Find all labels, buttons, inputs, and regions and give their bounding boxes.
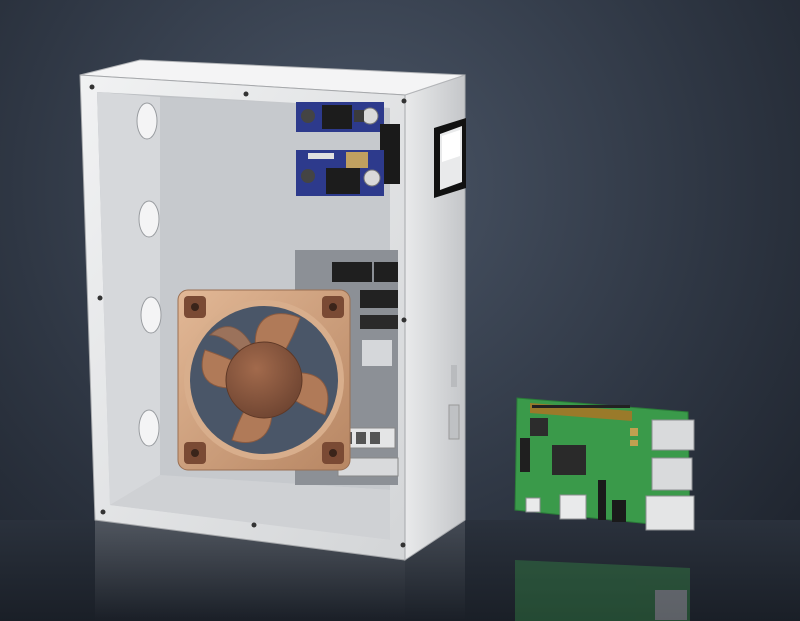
raspberry-pi-reflection	[515, 560, 690, 621]
raspberry-pi-board	[514, 397, 695, 531]
cooling-fan	[177, 289, 351, 471]
buck-converter	[296, 150, 384, 196]
rocker-switch	[434, 118, 466, 198]
buck-converter	[296, 102, 400, 184]
